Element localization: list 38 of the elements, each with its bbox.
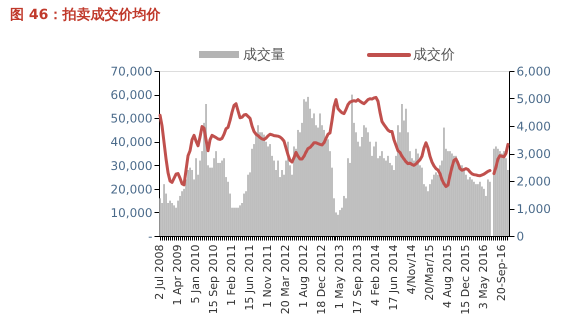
y2-tick-label: 5,000 bbox=[516, 92, 551, 106]
y2-tick-label: 2,000 bbox=[516, 174, 551, 188]
legend-label: 成交价 bbox=[413, 47, 455, 63]
y2-tick-label: 4,000 bbox=[516, 120, 551, 134]
y-tick-label: 70,000 bbox=[110, 64, 152, 78]
x-tick-label: 4 Feb 2014 bbox=[368, 244, 382, 306]
x-tick-label: 3 May 2016 bbox=[476, 244, 490, 310]
x-tick-label: 17 Jun 2014 bbox=[386, 244, 400, 311]
y-tick-label: 60,000 bbox=[110, 88, 152, 102]
x-tick-label: 1 Aug 2012 bbox=[297, 244, 310, 308]
y-tick-label: 10,000 bbox=[110, 206, 152, 220]
y-tick-label: 50,000 bbox=[110, 112, 152, 126]
y2-tick-label: 1,000 bbox=[516, 202, 551, 216]
y-tick-label: 30,000 bbox=[110, 158, 152, 173]
x-tick-label: 1 Feb 2011 bbox=[225, 244, 238, 306]
y2-tick-label: 0 bbox=[516, 230, 524, 244]
y-tick-label: 20,000 bbox=[110, 182, 152, 196]
x-tick-label: 15 Sep 2010 bbox=[207, 244, 220, 314]
x-tick-label: 15 Dec 2015 bbox=[458, 244, 472, 315]
x-tick-label: 4 Aug 2015 bbox=[440, 244, 454, 308]
y2-tick-label: 6,000 bbox=[516, 64, 551, 78]
x-tick-label: 5 Jan 2010 bbox=[189, 244, 202, 304]
x-tick-label: 15 Jun 2011 bbox=[243, 244, 256, 311]
x-tick-label: 20/Mar/15 bbox=[422, 244, 436, 301]
x-tick-label: 1 Nov 2011 bbox=[261, 244, 274, 308]
x-tick-label: 20 Mar 2012 bbox=[279, 244, 292, 314]
y-tick-label: - bbox=[148, 230, 152, 244]
x-tick-label: 20-Sep-16 bbox=[494, 244, 508, 302]
x-tick-label: 1 May 2013 bbox=[333, 244, 346, 310]
x-tick-label: 1 Apr 2009 bbox=[171, 244, 184, 306]
x-tick-label: 17 Sep 2013 bbox=[350, 244, 364, 314]
chart-title: 图 46：拍卖成交价均价 bbox=[10, 6, 162, 23]
legend-label: 成交量 bbox=[243, 47, 285, 63]
y2-tick-label: 3,000 bbox=[516, 147, 551, 161]
x-tick-label: 18 Dec 2012 bbox=[315, 244, 328, 315]
y-tick-label: 40,000 bbox=[110, 135, 152, 150]
x-tick-label: 2 Jul 2008 bbox=[153, 244, 166, 300]
x-tick-label: 4/Nov/14 bbox=[404, 244, 418, 294]
